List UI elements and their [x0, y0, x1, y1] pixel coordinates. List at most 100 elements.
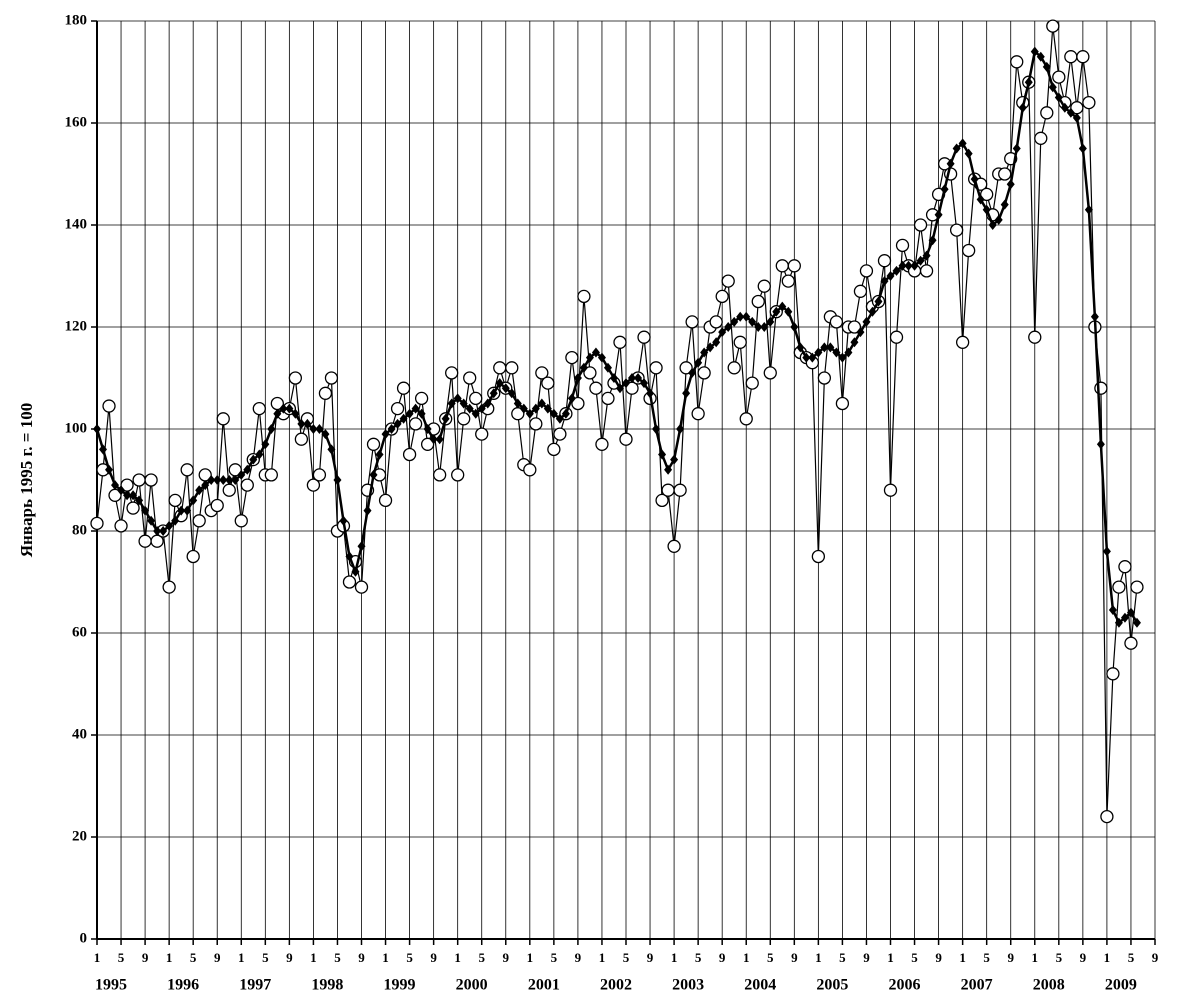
- diamond-marker: [1066, 107, 1075, 118]
- diamond-marker: [537, 398, 546, 409]
- diamond-marker: [591, 347, 600, 358]
- diamond-marker: [381, 429, 390, 440]
- circle-marker: [913, 218, 928, 232]
- circle-marker: [679, 361, 693, 375]
- circle-marker: [919, 264, 934, 278]
- diamond-marker: [622, 378, 630, 389]
- circle-marker: [378, 493, 393, 508]
- x-tick-label: 5: [1128, 950, 1135, 965]
- diamond-marker: [874, 296, 883, 307]
- x-tick-label: 5: [695, 950, 702, 965]
- circle-marker: [288, 371, 303, 385]
- x-tick-label: 5: [983, 950, 990, 965]
- diamond-marker: [399, 413, 408, 424]
- diamond-marker: [471, 408, 480, 419]
- diamond-marker: [820, 342, 829, 353]
- circle-marker: [451, 468, 465, 482]
- circle-marker: [1082, 95, 1096, 110]
- diamond-marker: [525, 408, 534, 419]
- diamond-marker: [429, 434, 438, 445]
- x-tick-label: 5: [911, 950, 918, 965]
- circle-marker: [408, 417, 423, 431]
- diamond-marker: [375, 449, 384, 460]
- y-tick-label: 120: [65, 318, 88, 334]
- diamond-marker: [165, 520, 174, 531]
- circle-marker: [583, 366, 597, 380]
- diamond-marker: [754, 322, 763, 332]
- diamond-marker: [1108, 605, 1117, 616]
- circle-marker: [306, 478, 321, 492]
- diamond-marker: [916, 255, 925, 266]
- diamond-marker: [483, 398, 492, 409]
- circle-marker: [493, 361, 507, 375]
- diamond-marker: [1018, 102, 1027, 113]
- diamond-marker: [640, 378, 649, 389]
- diamond-marker: [225, 475, 234, 485]
- diamond-marker: [694, 357, 703, 368]
- diamond-marker: [195, 485, 204, 496]
- x-tick-label: 9: [503, 950, 510, 965]
- diamond-marker: [411, 403, 420, 414]
- diamond-marker: [243, 464, 252, 475]
- circle-marker: [787, 259, 801, 273]
- diamond-marker: [261, 439, 270, 450]
- circle-marker: [547, 442, 561, 457]
- diamond-marker: [1036, 51, 1045, 62]
- diamond-marker: [519, 403, 528, 414]
- diamond-marker: [435, 434, 444, 445]
- x-tick-label: 9: [935, 950, 942, 965]
- circle-marker: [523, 463, 537, 477]
- circle-marker: [432, 468, 447, 482]
- diamond-marker: [309, 424, 318, 434]
- circle-marker: [1118, 560, 1132, 574]
- y-tick-label: 60: [72, 624, 87, 640]
- y-tick-label: 20: [72, 828, 87, 844]
- circle-marker: [535, 366, 549, 380]
- diamond-marker: [135, 495, 144, 506]
- circle-marker: [595, 437, 609, 451]
- diamond-marker: [291, 408, 300, 419]
- diamond-marker: [99, 444, 108, 455]
- circle-marker: [883, 483, 898, 497]
- diamond-marker: [736, 311, 745, 322]
- diamond-marker: [700, 347, 709, 358]
- diamond-marker: [850, 337, 859, 348]
- circle-marker: [1040, 106, 1054, 120]
- diamond-marker: [994, 214, 1003, 225]
- circle-marker: [961, 243, 976, 258]
- x-tick-label: 1: [1104, 950, 1111, 965]
- x-tick-label: 1: [1032, 950, 1039, 965]
- x-tick-label: 1: [743, 950, 750, 965]
- year-label: 1995: [95, 977, 127, 994]
- diamond-marker: [670, 454, 679, 465]
- diamond-marker: [766, 316, 775, 327]
- diamond-marker: [742, 311, 751, 322]
- diamond-marker: [796, 342, 805, 353]
- diamond-marker: [772, 306, 781, 317]
- circle-marker: [661, 483, 675, 497]
- diamond-marker: [321, 429, 330, 440]
- circle-marker: [811, 549, 826, 564]
- circle-marker: [168, 493, 182, 508]
- x-tick-label: 1: [887, 950, 894, 965]
- circle-marker: [162, 580, 176, 594]
- diamond-marker: [339, 515, 348, 526]
- diamond-marker: [303, 418, 312, 429]
- diamond-marker: [706, 342, 715, 353]
- diamond-marker: [279, 403, 288, 414]
- circle-marker: [829, 315, 844, 329]
- diamond-marker: [988, 220, 997, 230]
- x-tick-label: 5: [406, 950, 413, 965]
- diamond-marker: [495, 378, 504, 389]
- circle-marker: [469, 391, 483, 406]
- circle-marker: [751, 294, 765, 309]
- circle-marker: [637, 330, 651, 344]
- diamond-marker: [351, 566, 360, 577]
- diamond-marker: [297, 418, 306, 429]
- diamond-marker: [1054, 92, 1063, 103]
- y-tick-label: 160: [65, 114, 88, 130]
- circle-marker: [757, 279, 771, 293]
- circle-marker: [691, 407, 705, 421]
- x-tick-label: 9: [1007, 950, 1014, 965]
